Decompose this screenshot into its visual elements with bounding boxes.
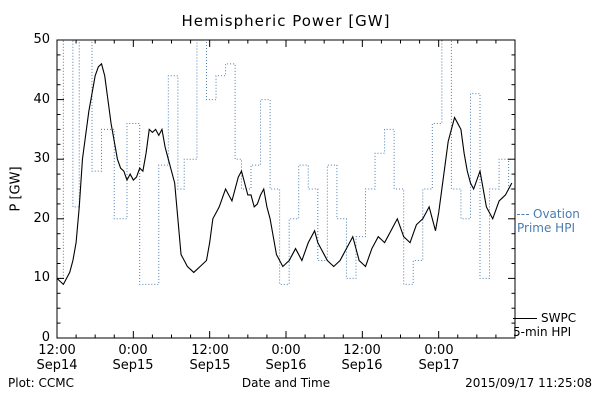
y-tick-label: 40 bbox=[33, 92, 50, 107]
x-tick-label: 0:00 Sep15 bbox=[112, 343, 154, 373]
plot-timestamp: 2015/09/17 11:25:08 bbox=[465, 376, 592, 390]
legend-ovation-label-1: Ovation bbox=[533, 207, 580, 221]
ovation-legend-line-icon bbox=[517, 214, 529, 215]
chart-title: Hemispheric Power [GW] bbox=[181, 12, 391, 30]
plot-credit: Plot: CCMC bbox=[8, 376, 74, 390]
x-tick-label: 12:00 Sep15 bbox=[189, 343, 231, 373]
x-tick-label: 12:00 Sep14 bbox=[36, 343, 78, 373]
legend-swpc-label-1: SWPC bbox=[541, 311, 577, 325]
y-tick-label: 10 bbox=[33, 270, 50, 285]
y-tick-label: 30 bbox=[33, 151, 50, 166]
x-tick-label: 0:00 Sep16 bbox=[265, 343, 307, 373]
x-tick-label: 0:00 Sep17 bbox=[418, 343, 460, 373]
legend-ovation: Ovation Prime HPI bbox=[517, 207, 580, 235]
y-tick-label: 50 bbox=[33, 32, 50, 47]
legend-swpc: SWPC 5-min HPI bbox=[513, 311, 576, 339]
swpc-legend-line-icon bbox=[513, 318, 537, 319]
y-tick-label: 0 bbox=[41, 330, 50, 345]
x-tick-label: 12:00 Sep16 bbox=[341, 343, 383, 373]
y-tick-label: 20 bbox=[33, 211, 50, 226]
legend-swpc-label-2: 5-min HPI bbox=[513, 325, 572, 339]
y-axis-label: P [GW] bbox=[8, 166, 24, 212]
legend-ovation-label-2: Prime HPI bbox=[517, 221, 575, 235]
x-axis-label: Date and Time bbox=[241, 376, 331, 390]
